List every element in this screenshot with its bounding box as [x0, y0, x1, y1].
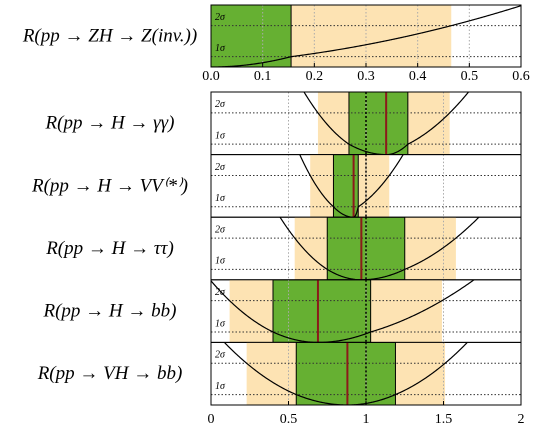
sigma-label: 2σ — [215, 99, 226, 110]
x-tick-label: 0.1 — [254, 69, 272, 84]
x-tick-label: 0.2 — [306, 69, 324, 84]
x-tick-label: 0.4 — [409, 69, 427, 84]
x-tick-label: 0 — [208, 412, 215, 427]
x-tick-label: 2 — [518, 412, 525, 427]
chi2-curve — [211, 279, 476, 343]
panel-label: R(pp → H → bb) — [43, 300, 177, 321]
chi2-curve — [299, 154, 404, 218]
panel — [211, 217, 521, 280]
x-tick-label: 0.0 — [202, 69, 220, 84]
sigma-label: 1σ — [215, 381, 226, 392]
one-sigma-band — [272, 279, 372, 343]
sigma-label: 2σ — [215, 12, 226, 23]
sigma-label: 2σ — [215, 350, 226, 361]
chi2-curve — [211, 5, 521, 67]
panel-label: R(pp → H → ττ) — [45, 238, 174, 259]
one-sigma-band — [295, 342, 396, 405]
sigma-label: 1σ — [215, 256, 226, 267]
sigma-label: 2σ — [215, 287, 226, 298]
chi2-curve — [303, 92, 470, 155]
sigma-label: 2σ — [215, 224, 226, 235]
x-tick-label: 1 — [363, 412, 370, 427]
panel-label: R(pp → VH → bb) — [37, 363, 183, 384]
panel — [211, 92, 521, 155]
x-tick-label: 0.6 — [512, 69, 530, 84]
sigma-label: 1σ — [215, 193, 226, 204]
sigma-label: 1σ — [215, 43, 226, 54]
panel — [211, 154, 521, 218]
x-tick-label: 1.5 — [435, 412, 453, 427]
sigma-label: 2σ — [215, 162, 226, 173]
x-tick-label: 0.5 — [461, 69, 479, 84]
panel — [211, 5, 521, 67]
panel-label: R(pp → ZH → Z(inv.)) — [22, 25, 197, 46]
panel — [211, 279, 521, 343]
panel-label: R(pp → H → VV⁽*⁾) — [31, 175, 188, 196]
sigma-label: 1σ — [215, 130, 226, 141]
panel — [211, 342, 521, 405]
panel-label: R(pp → H → γγ) — [45, 113, 175, 134]
one-sigma-band — [348, 92, 409, 155]
x-tick-label: 0.3 — [357, 69, 375, 84]
x-tick-label: 0.5 — [280, 412, 298, 427]
sigma-label: 1σ — [215, 318, 226, 329]
